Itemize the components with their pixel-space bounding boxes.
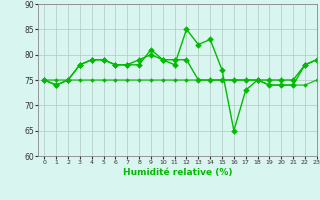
X-axis label: Humidité relative (%): Humidité relative (%) (123, 168, 232, 177)
